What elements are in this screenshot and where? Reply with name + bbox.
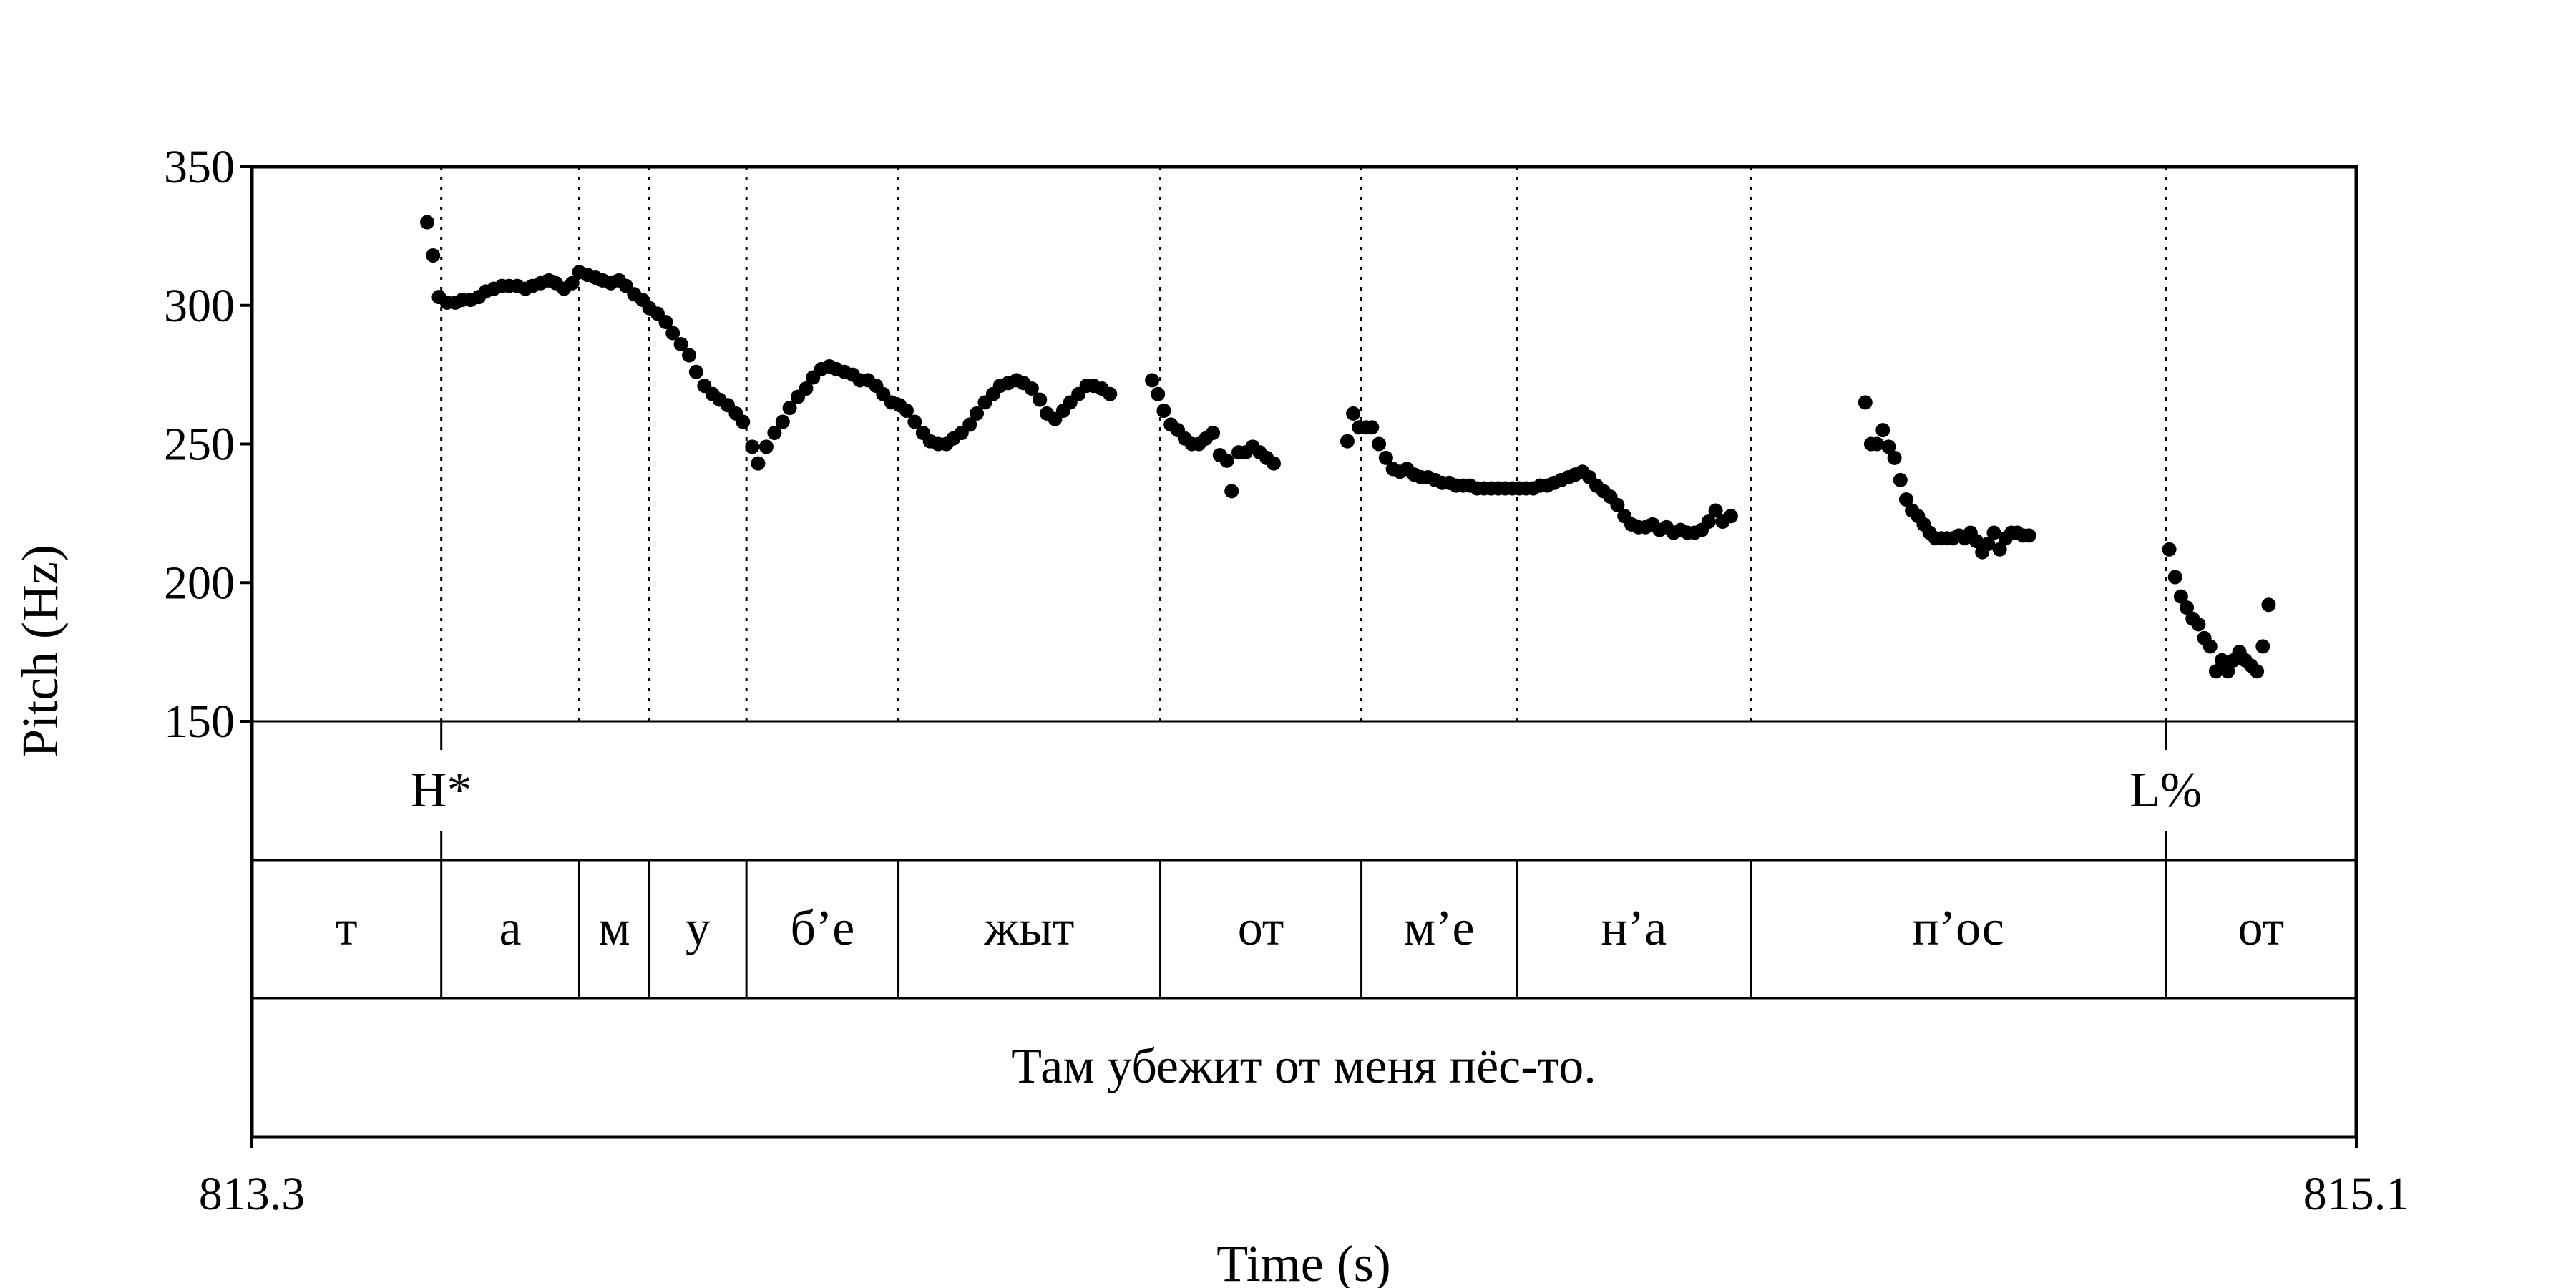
pitch-point [745,439,760,454]
pitch-point [2215,653,2230,668]
pitch-point [799,381,814,396]
pitch-point [1033,392,1048,407]
figure-frame [250,165,2358,1139]
pitch-point [782,401,797,416]
x-tick-label: 813.3 [199,1168,306,1220]
pitch-points [420,215,2276,679]
pitch-point [1858,395,1873,410]
y-tick-label: 250 [164,419,235,471]
pitch-point [1723,509,1738,524]
x-axis-ticks: 813.3 815.1 [199,1137,2410,1220]
segment-label: жыт [984,901,1075,956]
sentence-text: Там убежит от меня пёс-то. [1011,1039,1596,1094]
pitch-point [2021,528,2036,543]
pitch-point [665,326,680,341]
pitch-point [775,414,790,429]
pitch-point [1156,404,1171,418]
pitch-point [962,417,977,432]
pitch-point [688,364,703,379]
y-tick-label: 200 [164,557,235,609]
segment-label: п’ос [1912,901,2004,956]
segment-label: от [1238,901,1284,956]
pitch-point [2173,589,2188,604]
pitch-point [1893,472,1908,487]
pitch-point [899,404,914,418]
tone-label: L% [2129,763,2202,818]
pitch-point [1708,503,1723,518]
pitch-point [1610,497,1625,512]
pitch-point [2220,664,2235,679]
pitch-point [1992,542,2007,557]
pitch-point [2167,570,2182,585]
pitch-point [907,414,922,429]
pitch-point [420,215,435,230]
pitch-point [2162,542,2177,557]
pitch-point [1981,537,1996,551]
pitch-point [658,315,673,329]
pitch-point [1881,439,1896,454]
y-tick-label: 350 [164,141,235,193]
pitch-point [2261,597,2276,613]
pitch-point [1267,456,1282,471]
segment-label: а [499,901,522,956]
segment-label: б’е [790,901,854,956]
pitch-point [1875,423,1890,438]
y-tick-label: 300 [164,280,235,332]
pitch-point [1378,450,1393,465]
tone-label: H* [411,763,472,818]
pitch-point [1151,386,1166,401]
pitch-point [1024,381,1039,396]
pitch-point [1372,436,1387,452]
segment-label: н’а [1601,901,1667,956]
pitch-point [970,406,985,421]
pitch-point [1340,434,1355,449]
pitch-point [2255,639,2270,654]
pitch-point [1986,525,2001,540]
pitch-point [2191,617,2206,632]
pitch-point [426,248,441,263]
segment-label: от [2238,901,2285,956]
pitch-point [682,348,697,363]
pitch-point [736,414,751,429]
pitch-point [751,456,766,471]
segment-label: м’е [1404,901,1475,956]
pitch-point [1898,492,1913,507]
tone-tier: H* L% [411,721,2202,860]
segment-boundaries [440,167,2167,998]
pitch-point [1145,373,1160,388]
y-tick-label: 150 [164,696,235,748]
pitch-point [565,275,580,291]
pitch-point [1701,514,1716,529]
pitch-point [2180,600,2195,615]
pitch-point [1365,420,1380,435]
segment-tier: т а м у б’е жыт от м’е н’а п’ос от [336,901,2284,956]
pitch-point [1887,450,1902,465]
pitch-point [1206,426,1221,440]
pitch-point [2202,639,2218,654]
pitch-point [1968,534,1984,549]
pitch-point [2250,664,2265,679]
pitch-point [1346,406,1361,421]
y-axis-title: Pitch (Hz) [11,545,69,758]
x-tick-label: 815.1 [2303,1168,2410,1220]
segment-label: у [686,901,711,956]
x-axis-title: Time (s) [1216,1235,1390,1288]
pitch-point [758,439,774,454]
pitch-point [767,426,782,440]
pitch-point [1103,386,1118,401]
y-axis-ticks: 150 200 250 300 350 [164,141,252,748]
pitch-point [1219,453,1234,468]
pitch-point [1870,436,1885,452]
segment-label: м [598,901,630,956]
pitch-point [1224,484,1239,499]
segment-label: т [336,901,358,956]
pitch-point [2208,664,2223,679]
pitch-point [673,337,688,351]
